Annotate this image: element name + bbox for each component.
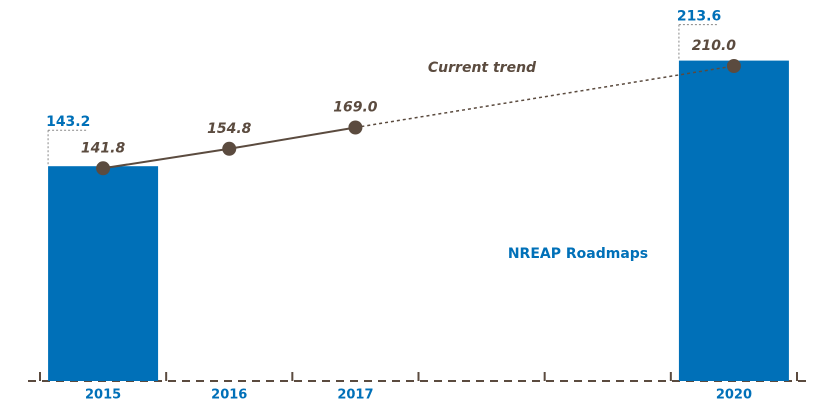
series-label: Current trend <box>428 60 537 76</box>
trend-point <box>96 161 111 176</box>
trend-projection <box>355 65 735 129</box>
trend-value-label: 169.0 <box>333 100 378 116</box>
bar <box>48 166 159 381</box>
trend-value-label: 210.0 <box>692 38 737 54</box>
x-tick-label: 2016 <box>211 388 247 401</box>
trend-point <box>726 59 741 73</box>
bar-value-label: 213.6 <box>677 9 721 25</box>
trend-value-label: 154.8 <box>207 121 252 137</box>
trend-value-label: 141.8 <box>81 140 126 156</box>
bar <box>678 60 789 381</box>
x-tick-label: 2015 <box>85 388 121 401</box>
trend-point <box>348 120 363 135</box>
bar-value-label: 143.2 <box>46 114 90 130</box>
trend-point <box>222 141 237 156</box>
x-tick-label: 2017 <box>337 388 373 401</box>
x-tick-label: 2020 <box>716 388 752 401</box>
series-label: NREAP Roadmaps <box>508 246 648 262</box>
